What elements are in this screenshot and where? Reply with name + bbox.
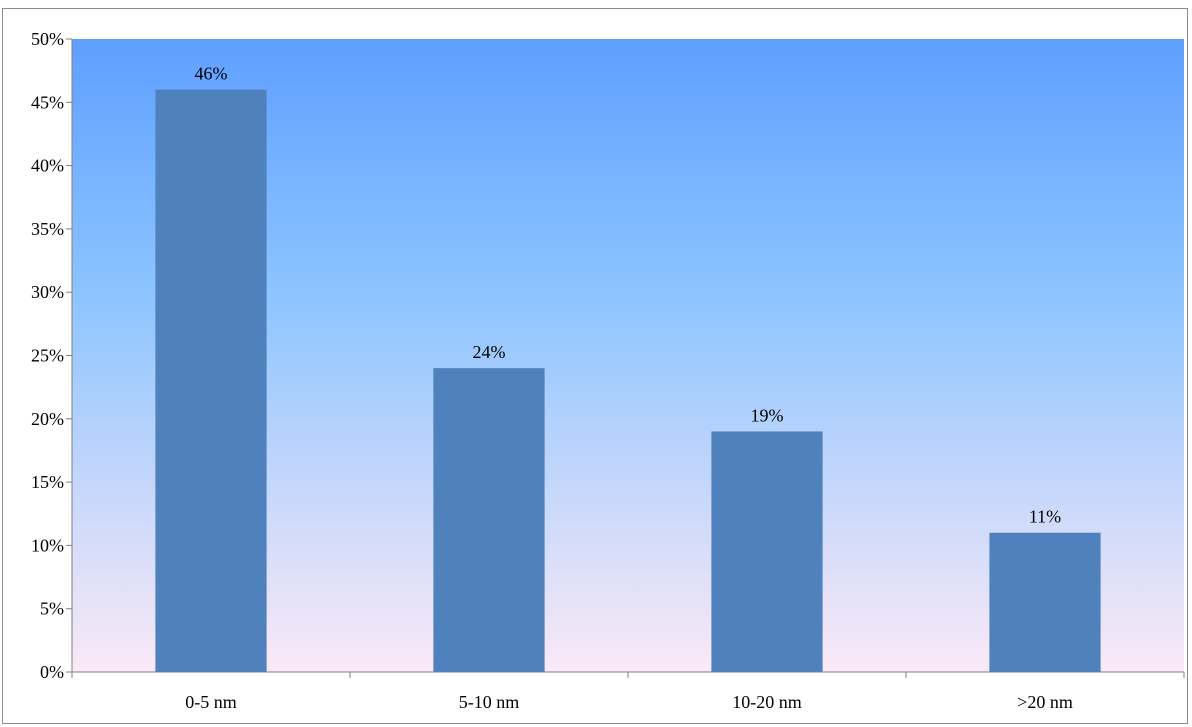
- y-tick-label: 40%: [31, 156, 64, 176]
- y-tick-label: 45%: [31, 92, 64, 112]
- y-tick-label: 50%: [31, 29, 64, 49]
- data-label: 19%: [751, 405, 784, 425]
- y-tick-label: 10%: [31, 535, 64, 555]
- x-tick-label: 0-5 nm: [185, 692, 237, 712]
- bar: [989, 532, 1101, 672]
- bar: [155, 89, 267, 672]
- bar: [433, 368, 545, 672]
- y-tick-label: 25%: [31, 346, 64, 366]
- x-axis: 0-5 nm 5-10 nm 10-20 nm >20 nm: [71, 671, 1185, 712]
- y-tick-label: 20%: [31, 409, 64, 429]
- y-tick-label: 0%: [40, 662, 64, 682]
- data-label: 11%: [1029, 507, 1061, 527]
- y-tick-label: 30%: [31, 282, 64, 302]
- x-tick-label: >20 nm: [1017, 692, 1073, 712]
- y-tick-label: 35%: [31, 219, 64, 239]
- chart-frame: 0% 5% 10% 15% 20% 25% 30% 35% 40% 45% 50% 0-5 nm 5-…: [2, 8, 1188, 724]
- bars: [155, 89, 1101, 672]
- data-label: 24%: [473, 342, 506, 362]
- bar: [711, 431, 823, 672]
- y-tick-label: 5%: [40, 599, 64, 619]
- data-labels: 46% 24% 19% 11%: [195, 64, 1062, 527]
- bar-chart: 0% 5% 10% 15% 20% 25% 30% 35% 40% 45% 50% 0-5 nm 5-…: [31, 29, 1185, 712]
- x-tick-label: 10-20 nm: [732, 692, 802, 712]
- y-axis: 0% 5% 10% 15% 20% 25% 30% 35% 40% 45% 50%: [31, 29, 73, 682]
- y-tick-label: 15%: [31, 472, 64, 492]
- x-tick-label: 5-10 nm: [459, 692, 520, 712]
- data-label: 46%: [195, 64, 228, 84]
